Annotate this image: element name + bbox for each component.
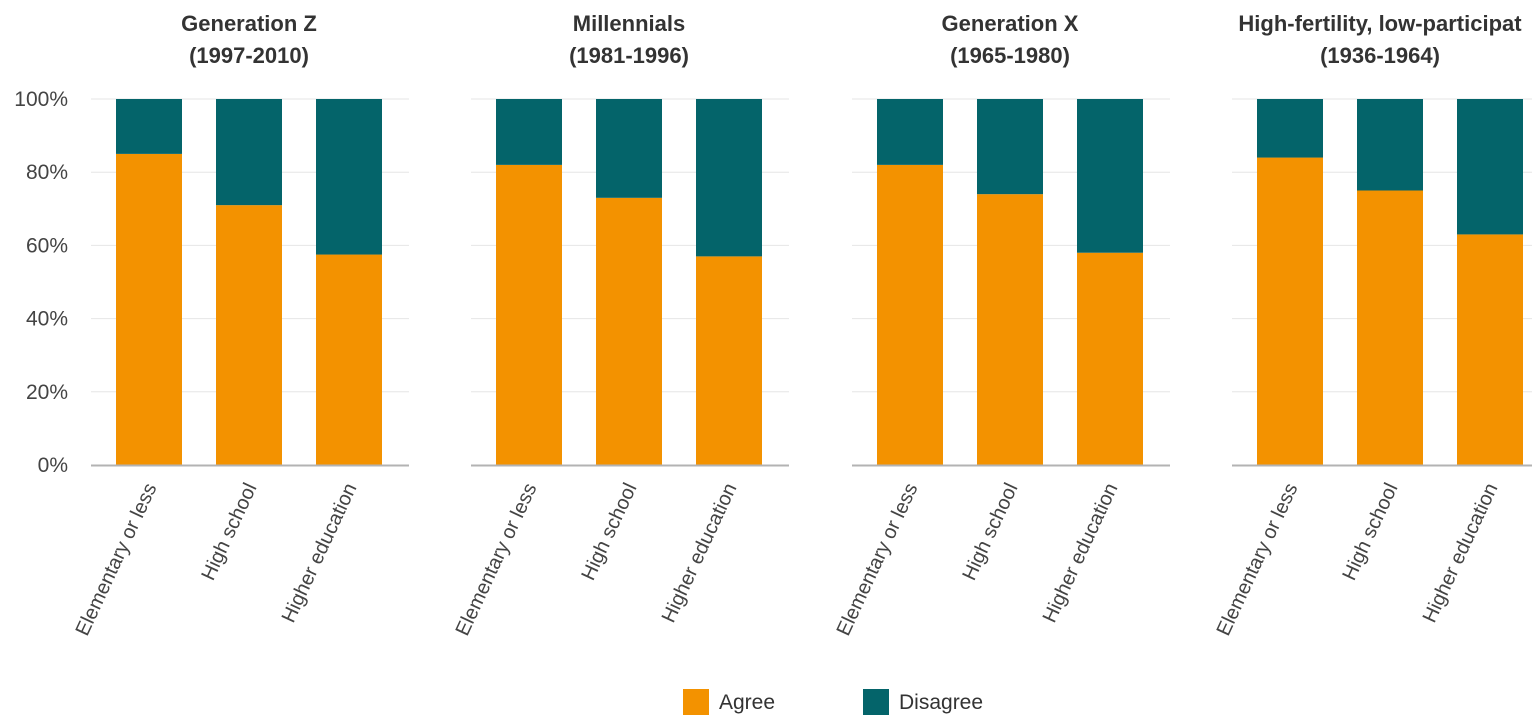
y-tick-label: 20% (26, 381, 68, 404)
panel-title: Generation Z (181, 11, 317, 36)
y-tick-label: 60% (26, 234, 68, 257)
x-tick-label: Higher education (278, 480, 362, 626)
panel-subtitle: (1981-1996) (569, 43, 689, 68)
panel-subtitle: (1936-1964) (1320, 43, 1440, 68)
panel-subtitle: (1997-2010) (189, 43, 309, 68)
bar-agree-higher-education (316, 254, 382, 465)
bar-agree-higher-education (1457, 234, 1523, 465)
bar-agree-elementary-or-less (1257, 157, 1323, 465)
x-tick-label: Higher education (1039, 480, 1123, 626)
x-tick-label: Higher education (658, 480, 742, 626)
bar-agree-high-school (977, 194, 1043, 465)
bar-disagree-higher-education (1077, 99, 1143, 253)
bar-agree-high-school (1357, 190, 1423, 465)
x-tick-label: High school (197, 480, 261, 584)
x-tick-label: Elementary or less (1213, 480, 1303, 639)
bar-agree-elementary-or-less (496, 164, 562, 465)
panel-subtitle: (1965-1980) (950, 43, 1070, 68)
bar-disagree-elementary-or-less (496, 99, 562, 165)
bar-disagree-higher-education (316, 99, 382, 255)
y-tick-label: 0% (38, 454, 68, 477)
bar-agree-higher-education (1077, 252, 1143, 465)
x-tick-label: Elementary or less (833, 480, 923, 639)
bar-disagree-elementary-or-less (116, 99, 182, 154)
bar-agree-high-school (216, 205, 282, 465)
legend-swatch-disagree (863, 689, 889, 715)
x-tick-label: High school (958, 480, 1022, 584)
y-tick-label: 80% (26, 161, 68, 184)
y-tick-label: 40% (26, 308, 68, 331)
panel-title: Millennials (573, 11, 685, 36)
legend-swatch-agree (683, 689, 709, 715)
bar-agree-elementary-or-less (877, 164, 943, 465)
y-tick-label: 100% (14, 88, 68, 111)
x-tick-label: Elementary or less (452, 480, 542, 639)
bar-disagree-higher-education (1457, 99, 1523, 235)
panel-title: Generation X (942, 11, 1079, 36)
x-tick-label: High school (577, 480, 641, 584)
legend-label: Disagree (899, 691, 983, 714)
legend-label: Agree (719, 691, 775, 714)
bar-disagree-elementary-or-less (877, 99, 943, 165)
bar-disagree-high-school (1357, 99, 1423, 191)
x-tick-label: Elementary or less (72, 480, 162, 639)
bar-disagree-elementary-or-less (1257, 99, 1323, 158)
bar-disagree-high-school (596, 99, 662, 198)
bar-agree-high-school (596, 197, 662, 465)
bar-agree-higher-education (696, 256, 762, 465)
bar-disagree-high-school (977, 99, 1043, 195)
bar-agree-elementary-or-less (116, 153, 182, 465)
x-tick-label: Higher education (1419, 480, 1503, 626)
panel-title: High-fertility, low-participat (1238, 11, 1522, 36)
bar-disagree-higher-education (696, 99, 762, 257)
x-tick-label: High school (1338, 480, 1402, 584)
bar-disagree-high-school (216, 99, 282, 206)
